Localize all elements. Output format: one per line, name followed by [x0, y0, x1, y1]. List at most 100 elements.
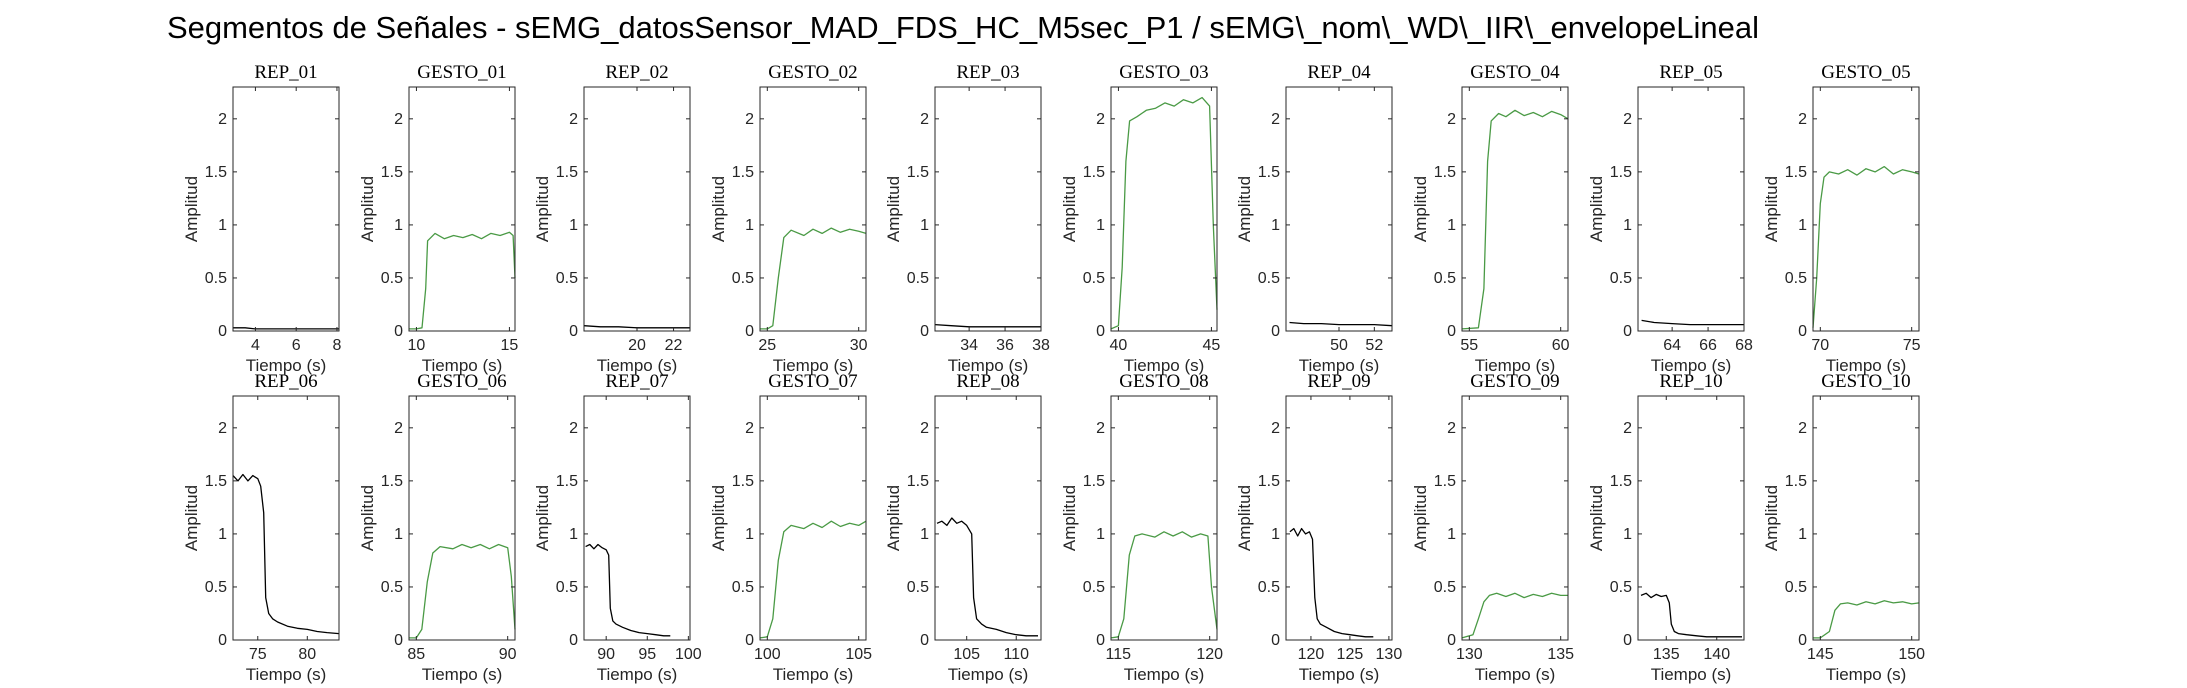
y-tick-label: 0 — [1447, 632, 1456, 649]
x-tick-label: 120 — [1196, 646, 1223, 663]
y-tick-label: 1 — [569, 217, 578, 234]
y-tick-label: 0.5 — [1434, 270, 1456, 287]
y-axis-label: Amplitud — [533, 176, 552, 242]
subplot-gesto-05: 0 0.5 1 1.5 2 70 75 GESTO_05 Tiempo (s) Amplitud — [1762, 62, 1921, 375]
y-axis-label: Amplitud — [1762, 485, 1781, 551]
y-tick-label: 1.5 — [1610, 164, 1632, 181]
signal-line — [1461, 109, 1569, 330]
y-tick-label: 1.5 — [381, 473, 403, 490]
x-axis-label: Tiempo (s) — [1124, 665, 1205, 684]
y-tick-label: 2 — [920, 420, 929, 437]
y-tick-label: 1.5 — [1785, 473, 1807, 490]
x-tick-label: 105 — [953, 646, 980, 663]
axes-box — [1812, 86, 1920, 332]
subplot-title: REP_01 — [254, 62, 317, 83]
y-tick-label: 0.5 — [907, 270, 929, 287]
subplot-title: REP_10 — [1659, 371, 1722, 392]
x-tick-label: 4 — [251, 337, 260, 354]
subplot-rep-08: 0 0.5 1 1.5 2 105 110 REP_08 Tiempo (s) Amplitud — [884, 371, 1042, 684]
subplot-title: REP_08 — [956, 371, 1019, 392]
x-tick-label: 75 — [1903, 337, 1921, 354]
y-axis-label: Amplitud — [1587, 176, 1606, 242]
y-tick-label: 0 — [1798, 632, 1807, 649]
y-tick-label: 0.5 — [205, 579, 227, 596]
signal-line — [759, 520, 867, 639]
x-axis-label: Tiempo (s) — [1124, 356, 1205, 375]
y-tick-label: 1 — [1447, 217, 1456, 234]
subplot-title: REP_07 — [605, 371, 668, 392]
subplot-rep-10: 0 0.5 1 1.5 2 135 140 REP_10 Tiempo (s) Amplitud — [1587, 371, 1745, 684]
y-tick-label: 1.5 — [556, 164, 578, 181]
y-tick-label: 0 — [218, 323, 227, 340]
y-tick-label: 0 — [1271, 323, 1280, 340]
y-tick-label: 0.5 — [556, 270, 578, 287]
subplot-title: GESTO_07 — [768, 371, 857, 392]
y-tick-label: 2 — [1096, 111, 1105, 128]
x-tick-label: 30 — [850, 337, 868, 354]
x-tick-label: 85 — [407, 646, 425, 663]
y-tick-label: 0 — [920, 323, 929, 340]
x-tick-label: 135 — [1547, 646, 1574, 663]
subplot-title: REP_03 — [956, 62, 1019, 83]
subplot-title: GESTO_09 — [1470, 371, 1559, 392]
signal-line — [409, 231, 516, 330]
subplot-gesto-04: 0 0.5 1 1.5 2 55 60 GESTO_04 Tiempo (s) Amplitud — [1411, 62, 1570, 375]
subplot-rep-05: 0 0.5 1 1.5 2 64 66 68 REP_05 Tiempo (s) Amplitud — [1587, 62, 1753, 375]
x-tick-label: 60 — [1552, 337, 1570, 354]
subplot-title: REP_09 — [1307, 371, 1370, 392]
x-tick-label: 120 — [1298, 646, 1325, 663]
x-axis-label: Tiempo (s) — [1299, 665, 1380, 684]
y-tick-label: 1.5 — [205, 473, 227, 490]
y-tick-label: 2 — [745, 111, 754, 128]
y-tick-label: 1.5 — [556, 473, 578, 490]
x-axis-label: Tiempo (s) — [246, 356, 327, 375]
y-tick-label: 1.5 — [1083, 164, 1105, 181]
x-tick-label: 90 — [597, 646, 615, 663]
y-tick-label: 1.5 — [907, 164, 929, 181]
signal-line — [936, 517, 1038, 637]
signal-line — [1812, 165, 1920, 328]
x-tick-label: 52 — [1365, 337, 1383, 354]
x-tick-label: 70 — [1811, 337, 1829, 354]
axes-box — [759, 395, 867, 641]
y-tick-label: 0 — [569, 323, 578, 340]
subplot-title: GESTO_05 — [1821, 62, 1910, 83]
signal-line — [1813, 600, 1920, 639]
signal-line — [233, 327, 339, 330]
y-tick-label: 0 — [1623, 632, 1632, 649]
subplot-gesto-06: 0 0.5 1 1.5 2 85 90 GESTO_06 Tiempo (s) Amplitud — [358, 371, 517, 684]
x-axis-label: Tiempo (s) — [773, 356, 854, 375]
x-axis-label: Tiempo (s) — [1475, 665, 1556, 684]
y-tick-label: 1 — [1096, 217, 1105, 234]
x-tick-label: 68 — [1735, 337, 1753, 354]
signal-line — [232, 473, 340, 635]
x-axis-label: Tiempo (s) — [422, 356, 503, 375]
y-tick-label: 1 — [394, 526, 403, 543]
y-tick-label: 1.5 — [1083, 473, 1105, 490]
y-tick-label: 1 — [1096, 526, 1105, 543]
signal-line — [1461, 592, 1568, 639]
y-tick-label: 2 — [745, 420, 754, 437]
x-axis-label: Tiempo (s) — [1475, 356, 1556, 375]
y-tick-label: 0.5 — [907, 579, 929, 596]
subplot-title: REP_06 — [254, 371, 317, 392]
subplot-rep-09: 0 0.5 1 1.5 2 120 125 130 REP_09 Tiempo (s) Amplit… — [1235, 371, 1402, 684]
y-axis-label: Amplitud — [1235, 176, 1254, 242]
axes-box — [232, 395, 340, 641]
x-tick-label: 10 — [408, 337, 426, 354]
y-tick-label: 2 — [218, 111, 227, 128]
y-tick-label: 1.5 — [732, 164, 754, 181]
y-axis-label: Amplitud — [1762, 176, 1781, 242]
figure-title: Segmentos de Señales - sEMG_datosSensor_… — [166, 10, 1760, 45]
signal-line — [585, 543, 671, 637]
y-tick-label: 1.5 — [1258, 473, 1280, 490]
subplot-gesto-08: 0 0.5 1 1.5 2 115 120 GESTO_08 Tiempo (s) Amplitu… — [1060, 371, 1223, 684]
x-tick-label: 115 — [1106, 646, 1132, 663]
y-tick-label: 1.5 — [732, 473, 754, 490]
y-axis-label: Amplitud — [1411, 176, 1430, 242]
x-tick-label: 145 — [1807, 646, 1834, 663]
y-tick-label: 0 — [394, 632, 403, 649]
x-axis-label: Tiempo (s) — [422, 665, 503, 684]
subplot-title: REP_02 — [605, 62, 668, 83]
